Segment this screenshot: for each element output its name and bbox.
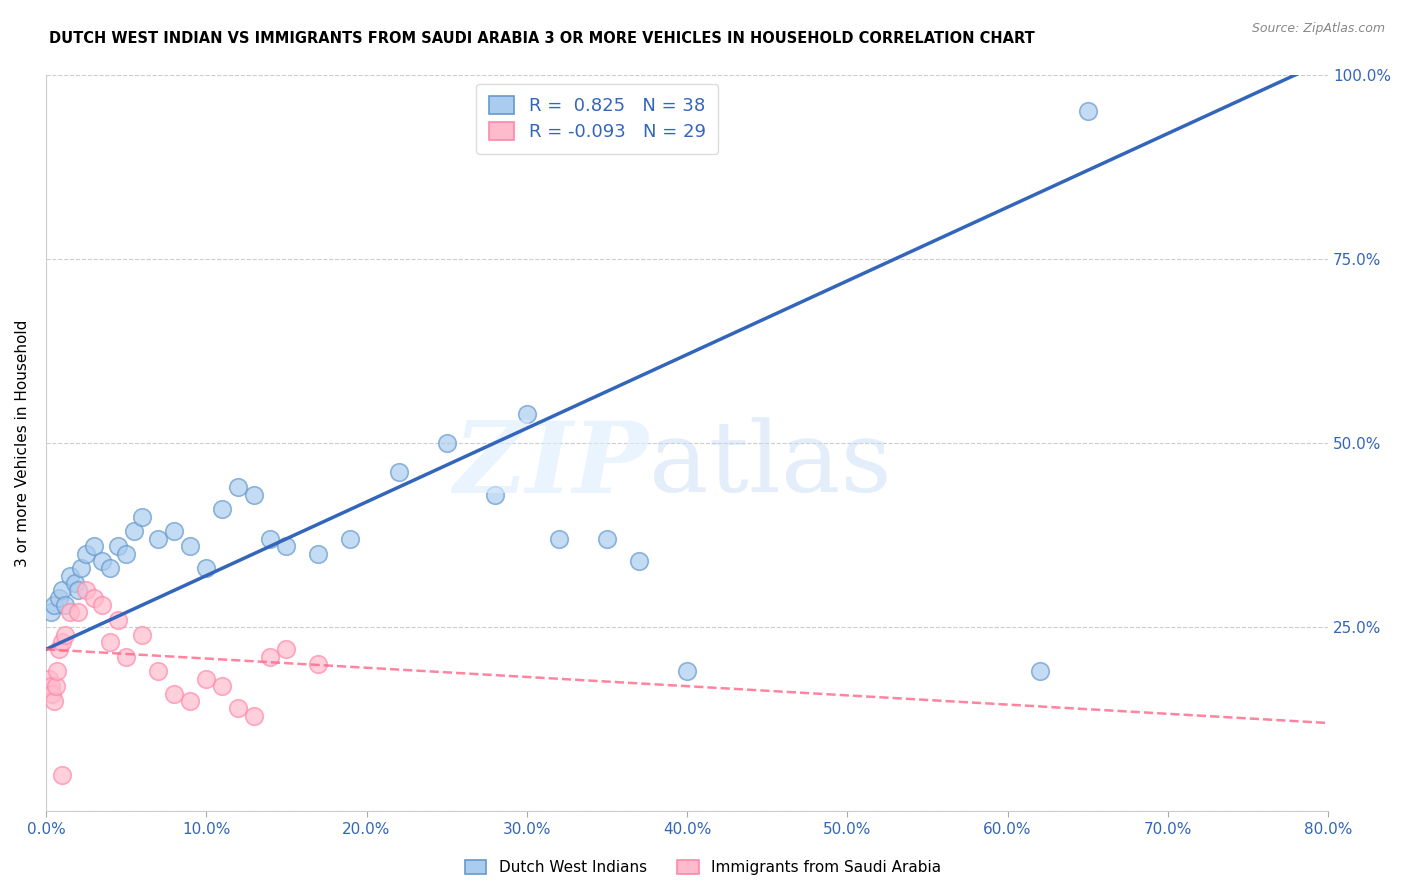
Point — [51, 767, 73, 781]
Point — [339, 532, 361, 546]
Y-axis label: 3 or more Vehicles in Household: 3 or more Vehicles in Household — [15, 319, 30, 566]
Point — [627, 554, 650, 568]
Point — [676, 665, 699, 679]
Point — [516, 407, 538, 421]
Point — [107, 613, 129, 627]
Point — [51, 583, 73, 598]
Text: ZIP: ZIP — [454, 417, 648, 513]
Point — [226, 701, 249, 715]
Point — [131, 627, 153, 641]
Point — [307, 657, 329, 671]
Point — [195, 672, 218, 686]
Point — [51, 635, 73, 649]
Point — [91, 598, 114, 612]
Point — [243, 487, 266, 501]
Point — [211, 502, 233, 516]
Point — [547, 532, 569, 546]
Point — [53, 598, 76, 612]
Point — [146, 665, 169, 679]
Point — [387, 466, 409, 480]
Point — [146, 532, 169, 546]
Point — [98, 635, 121, 649]
Text: DUTCH WEST INDIAN VS IMMIGRANTS FROM SAUDI ARABIA 3 OR MORE VEHICLES IN HOUSEHOL: DUTCH WEST INDIAN VS IMMIGRANTS FROM SAU… — [49, 31, 1035, 46]
Point — [1077, 104, 1099, 119]
Point — [179, 539, 201, 553]
Point — [163, 687, 186, 701]
Point — [307, 547, 329, 561]
Point — [45, 679, 67, 693]
Point — [83, 591, 105, 605]
Point — [75, 583, 97, 598]
Point — [48, 642, 70, 657]
Point — [59, 606, 82, 620]
Point — [131, 509, 153, 524]
Point — [122, 524, 145, 539]
Point — [195, 561, 218, 575]
Point — [39, 679, 62, 693]
Point — [91, 554, 114, 568]
Point — [436, 436, 458, 450]
Point — [211, 679, 233, 693]
Text: Source: ZipAtlas.com: Source: ZipAtlas.com — [1251, 22, 1385, 36]
Point — [226, 480, 249, 494]
Point — [83, 539, 105, 553]
Point — [48, 591, 70, 605]
Point — [98, 561, 121, 575]
Point — [276, 539, 298, 553]
Point — [53, 627, 76, 641]
Point — [243, 708, 266, 723]
Point — [484, 487, 506, 501]
Point — [39, 606, 62, 620]
Point — [42, 694, 65, 708]
Point — [66, 583, 89, 598]
Point — [41, 687, 63, 701]
Point — [115, 547, 138, 561]
Point — [42, 598, 65, 612]
Point — [75, 547, 97, 561]
Text: atlas: atlas — [648, 417, 891, 513]
Point — [70, 561, 93, 575]
Point — [66, 606, 89, 620]
Point — [259, 649, 281, 664]
Point — [276, 642, 298, 657]
Point — [38, 672, 60, 686]
Point — [107, 539, 129, 553]
Point — [46, 665, 69, 679]
Point — [1028, 665, 1050, 679]
Point — [59, 568, 82, 582]
Point — [596, 532, 619, 546]
Point — [179, 694, 201, 708]
Point — [115, 649, 138, 664]
Point — [63, 576, 86, 591]
Legend: Dutch West Indians, Immigrants from Saudi Arabia: Dutch West Indians, Immigrants from Saud… — [460, 855, 946, 880]
Point — [259, 532, 281, 546]
Point — [163, 524, 186, 539]
Legend: R =  0.825   N = 38, R = -0.093   N = 29: R = 0.825 N = 38, R = -0.093 N = 29 — [477, 84, 718, 153]
